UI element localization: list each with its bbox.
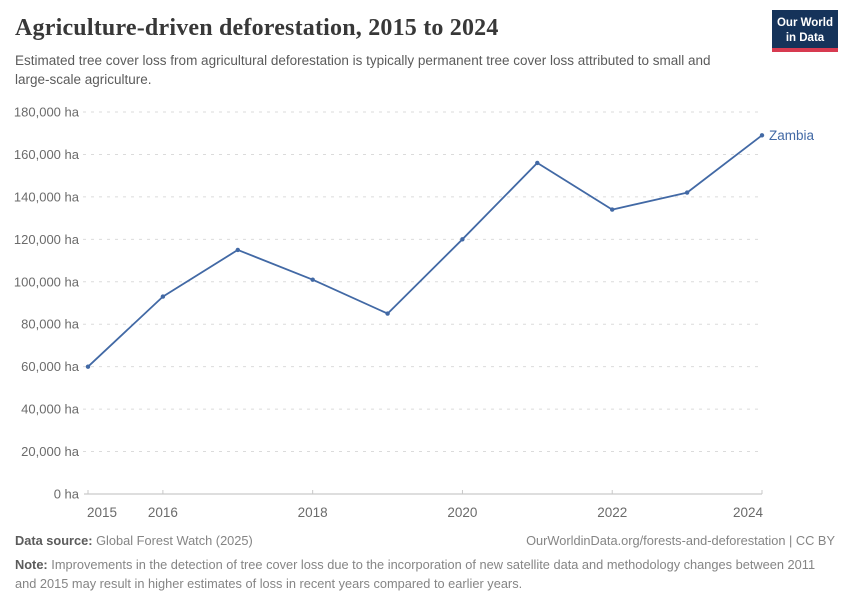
owid-logo-line2: in Data bbox=[785, 31, 825, 44]
data-point[interactable] bbox=[460, 237, 465, 242]
y-axis-tick-label: 180,000 ha bbox=[14, 105, 80, 120]
y-axis-tick-label: 60,000 ha bbox=[21, 359, 80, 374]
y-axis-tick-label: 100,000 ha bbox=[14, 274, 80, 289]
footer-note: Note: Improvements in the detection of t… bbox=[15, 556, 835, 593]
x-axis-tick-label: 2022 bbox=[597, 505, 627, 520]
data-point[interactable] bbox=[235, 247, 240, 253]
series-line-zambia[interactable] bbox=[87, 134, 763, 368]
data-point[interactable] bbox=[85, 364, 91, 369]
data-point[interactable] bbox=[684, 190, 690, 195]
y-axis-tick-label: 20,000 ha bbox=[21, 444, 80, 459]
data-source-value: Global Forest Watch (2025) bbox=[96, 533, 253, 548]
data-point[interactable] bbox=[759, 133, 765, 138]
owid-logo[interactable]: Our World in Data bbox=[772, 10, 838, 52]
x-axis-tick-label: 2015 bbox=[87, 505, 117, 520]
y-axis-tick-label: 0 ha bbox=[54, 487, 80, 502]
series-end-label[interactable]: Zambia bbox=[769, 128, 815, 143]
y-axis-tick-label: 120,000 ha bbox=[14, 232, 80, 247]
line-chart: 0 ha 20,000 ha 40,000 ha 60,000 ha 80,000 ha… bbox=[14, 105, 815, 521]
footer-note-label: Note: bbox=[15, 557, 48, 572]
footer-note-value: Improvements in the detection of tree co… bbox=[15, 557, 816, 591]
attribution-link[interactable]: OurWorldinData.org/forests-and-deforesta… bbox=[526, 533, 835, 548]
x-axis-tick-label: 2016 bbox=[148, 505, 178, 520]
data-source-label: Data source: bbox=[15, 533, 93, 548]
footer-source-row: Data source: Global Forest Watch (2025) … bbox=[15, 533, 835, 548]
y-axis-tick-label: 80,000 ha bbox=[21, 317, 80, 332]
chart-subtitle: Estimated tree cover loss from agricultu… bbox=[15, 53, 711, 88]
data-source: Data source: Global Forest Watch (2025) bbox=[15, 533, 253, 548]
data-point[interactable] bbox=[535, 160, 540, 166]
y-axis-tick-label: 140,000 ha bbox=[14, 189, 80, 204]
y-axis-tick-label: 160,000 ha bbox=[14, 147, 80, 162]
data-point[interactable] bbox=[385, 311, 390, 316]
owid-logo-line1: Our World bbox=[776, 17, 833, 29]
x-axis-tick-label: 2018 bbox=[298, 505, 328, 520]
x-axis-tick-label: 2024 bbox=[733, 505, 764, 520]
page-title: Agriculture-driven deforestation, 2015 t… bbox=[15, 15, 499, 41]
y-axis-tick-label: 40,000 ha bbox=[21, 402, 80, 417]
x-axis-tick-label: 2020 bbox=[447, 505, 477, 520]
data-point[interactable] bbox=[610, 207, 615, 212]
data-point[interactable] bbox=[160, 294, 166, 299]
data-point[interactable] bbox=[310, 277, 315, 282]
